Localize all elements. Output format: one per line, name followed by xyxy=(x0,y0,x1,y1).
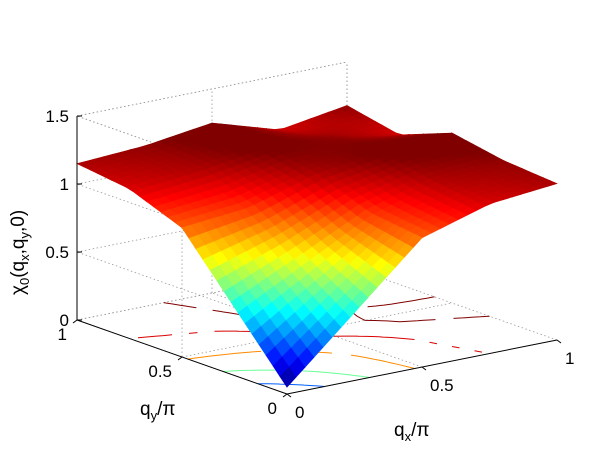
x-tick-mark-0 xyxy=(286,393,292,398)
z-axis-label-close: ,0) xyxy=(8,210,29,232)
surface-patch xyxy=(279,366,297,388)
x-axis-label-tail: /π xyxy=(411,420,429,441)
y-axis-label-sub: y xyxy=(151,408,158,423)
z-tick-label-3: 1.5 xyxy=(45,107,69,126)
x-tick-label-2: 1 xyxy=(565,349,574,368)
z-tick-label-1: 0.5 xyxy=(45,243,69,262)
z-axis-label-suby: y xyxy=(17,232,32,239)
z-axis-label-sub0: 0 xyxy=(17,278,32,285)
z-axis-label-mid: ,q xyxy=(8,239,29,255)
y-tick-mark-0 xyxy=(282,393,288,398)
x-tick-mark-1 xyxy=(421,366,427,371)
z-tick-label-2: 1 xyxy=(60,175,69,194)
top-edge-back xyxy=(76,61,348,117)
y-tick-label-2: 1 xyxy=(58,325,67,344)
floor-x-grid-0 xyxy=(211,292,423,368)
y-tick-label-0: 0 xyxy=(268,399,277,418)
z-axis-label-open: (q xyxy=(8,261,29,278)
x-tick-label-1: 0.5 xyxy=(430,376,454,395)
y-axis-label-main: q xyxy=(140,399,151,420)
floor-y-grid-0 xyxy=(181,302,453,358)
z-axis-label-chi: χ xyxy=(8,285,29,295)
y-axis-label-tail: /π xyxy=(157,399,175,420)
y-tick-mark-1 xyxy=(177,356,183,361)
contour-line-0 xyxy=(257,383,325,387)
x-axis-label: qx/π xyxy=(394,420,429,444)
x-tick-mark-2 xyxy=(556,339,562,344)
z-axis-label-subx: x xyxy=(17,254,32,261)
z-tick-label-0: 0 xyxy=(60,311,69,330)
x-tick-label-0: 0 xyxy=(295,403,304,422)
x-axis-label-main: q xyxy=(394,420,405,441)
y-tick-label-1: 0.5 xyxy=(148,362,172,381)
z-axis-label: χ0(qx,qy,0) xyxy=(8,210,32,295)
y-tick-mark-2 xyxy=(72,319,78,324)
y-axis-label: qy/π xyxy=(140,399,175,423)
floor-x-grid-1 xyxy=(346,265,558,341)
x-axis-label-sub: x xyxy=(405,429,412,444)
surface-layer xyxy=(76,105,558,388)
